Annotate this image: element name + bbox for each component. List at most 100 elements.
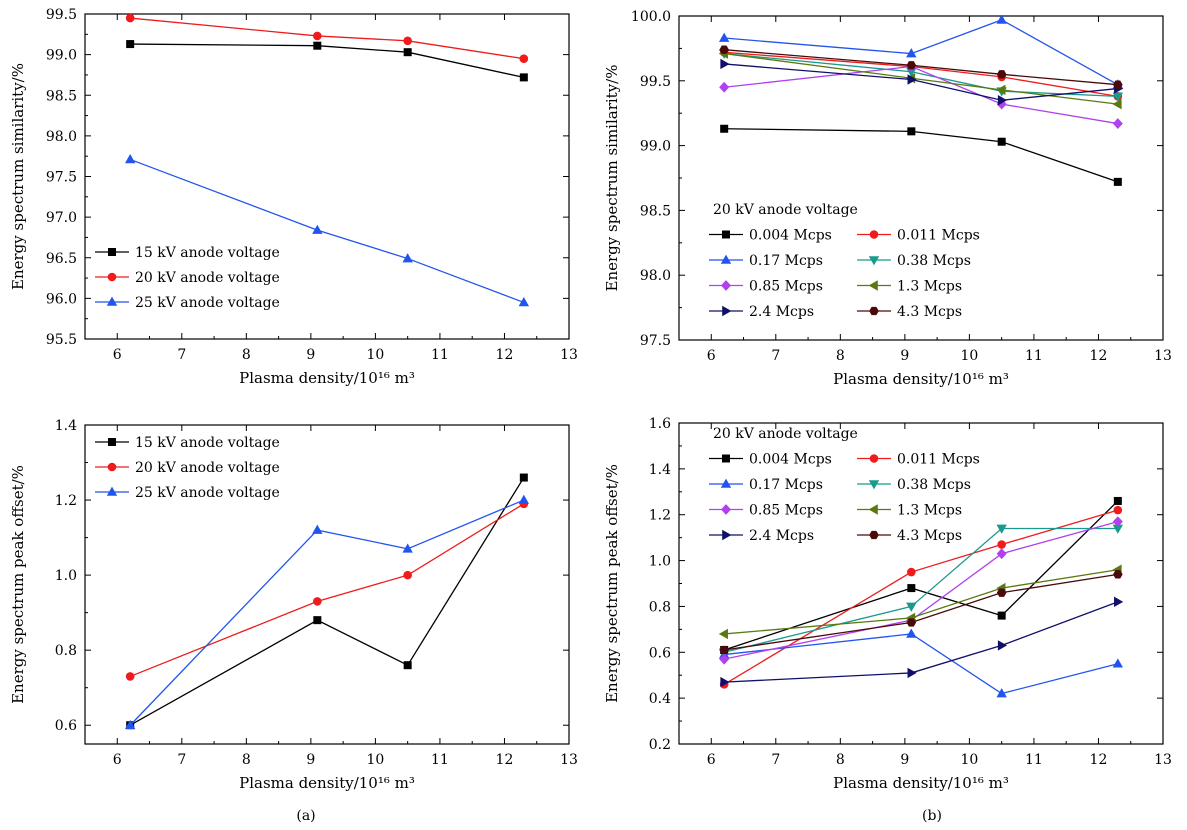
legend-entry: 0.011 Mcps (897, 452, 980, 468)
data-point (1113, 177, 1122, 186)
data-point (720, 676, 730, 688)
data-point (996, 14, 1007, 24)
data-point (718, 628, 728, 640)
data-point (403, 36, 412, 46)
data-point (907, 74, 917, 85)
y-tick-label: 95.5 (46, 332, 77, 348)
legend-entry: 2.4 Mcps (749, 528, 814, 544)
chart-peak-offset-anode-voltage: 6 7 8 9 10 11 12 13 0.6 0.8 1.0 1.2 1.4 Plasma densit… (9, 418, 578, 792)
series-line (724, 527, 1118, 653)
data-point (996, 70, 1007, 79)
series-0-85-mcps (719, 61, 1123, 129)
y-tick-label: 99.5 (46, 7, 77, 23)
data-point (1113, 505, 1123, 515)
y-tick-label: 100.0 (631, 9, 671, 25)
data-point (1113, 80, 1123, 89)
data-point (1114, 596, 1124, 608)
x-tick-label: 10 (366, 752, 384, 768)
data-point (1113, 496, 1122, 505)
x-tick-label: 13 (560, 752, 578, 768)
data-point (124, 154, 136, 164)
x-tick-label: 9 (306, 347, 315, 363)
y-tick-label: 97.0 (46, 210, 77, 226)
legend-marker (722, 529, 732, 541)
legend-marker (106, 296, 118, 306)
legend-entry: 0.85 Mcps (749, 503, 823, 519)
data-point (720, 58, 730, 70)
series-line (724, 601, 1119, 683)
data-point (313, 31, 322, 41)
data-point (125, 13, 135, 23)
y-tick-label: 1.2 (649, 508, 671, 524)
series-4-3-mcps (719, 570, 1123, 655)
data-point (519, 473, 528, 482)
y-tick-label: 99.0 (640, 139, 671, 155)
legend-entry: 4.3 Mcps (897, 528, 962, 544)
data-point (719, 45, 729, 54)
y-tick-label: 1.6 (649, 416, 671, 432)
data-point (996, 548, 1007, 560)
data-point (907, 584, 916, 593)
data-point (518, 297, 530, 307)
series-0-004-mcps (720, 496, 1122, 654)
data-point (996, 84, 1006, 96)
data-point (126, 40, 135, 49)
data-point (1112, 524, 1124, 534)
data-point (1112, 98, 1122, 110)
x-tick-label: 6 (113, 752, 122, 768)
x-tick-label: 9 (306, 752, 315, 768)
legend-marker (722, 230, 730, 239)
series-line (724, 63, 1118, 101)
x-tick-label: 12 (1090, 348, 1108, 364)
chart-peak-offset-count-rate: 6 7 8 9 10 11 12 13 0.2 0.4 0.6 0.8 1.0 1.2 1.4 1.6 Plas… (603, 416, 1172, 792)
y-tick-label: 1.0 (649, 554, 671, 570)
legend-entry: 0.38 Mcps (897, 253, 971, 269)
data-point (403, 661, 412, 670)
legend-marker (722, 305, 732, 317)
data-point (996, 688, 1007, 698)
data-point (906, 67, 917, 78)
y-tick-label: 98.0 (640, 268, 671, 284)
legend-marker (868, 504, 878, 515)
chart-similarity-count-rate: 6 7 8 9 10 11 12 13 97.5 98.0 98.5 99.0 99.5 100.0 Pla… (603, 9, 1172, 388)
plot-frame (84, 424, 570, 745)
y-tick-label: 1.0 (55, 568, 77, 584)
legend-entry: 20 kV anode voltage (135, 270, 280, 286)
series-0-004-mcps (720, 124, 1122, 186)
x-tick-label: 12 (496, 347, 514, 363)
legend-title: 20 kV anode voltage (713, 202, 858, 218)
legend-entry: 0.17 Mcps (749, 253, 823, 269)
legend-marker (869, 530, 879, 540)
x-axis-label: Plasma density/10¹⁶ m³ (833, 774, 1009, 792)
x-tick-label: 7 (771, 752, 780, 768)
y-axis-label: Energy spectrum peak offset/% (603, 464, 621, 703)
x-axis-label: Plasma density/10¹⁶ m³ (833, 370, 1009, 388)
data-point (996, 588, 1007, 597)
data-point (719, 645, 729, 655)
data-point (1112, 118, 1123, 129)
x-tick-label: 10 (960, 348, 978, 364)
x-tick-label: 11 (1025, 752, 1043, 768)
data-point (906, 602, 917, 612)
legend-entry: 0.17 Mcps (749, 477, 823, 493)
x-tick-label: 11 (1025, 348, 1043, 364)
series-15-kv-anode-voltage (126, 40, 528, 82)
legend-marker (869, 454, 879, 463)
data-point (719, 653, 730, 665)
legend-entry: 1.3 Mcps (897, 503, 962, 519)
y-tick-label: 1.4 (55, 418, 77, 434)
series-line (724, 52, 1118, 105)
x-axis-label: Plasma density/10¹⁶ m³ (239, 774, 415, 792)
series-line (724, 65, 1118, 125)
data-point (313, 41, 322, 50)
series-line (129, 503, 525, 678)
series-1-3-mcps (718, 564, 1122, 640)
legend-marker (869, 230, 879, 239)
x-tick-label: 6 (707, 752, 716, 768)
data-point (518, 494, 530, 504)
x-tick-label: 13 (1154, 752, 1172, 768)
legend-marker (721, 280, 731, 291)
series-20-kv-anode-voltage (125, 13, 529, 63)
data-point (1112, 92, 1124, 102)
data-point (403, 570, 412, 580)
